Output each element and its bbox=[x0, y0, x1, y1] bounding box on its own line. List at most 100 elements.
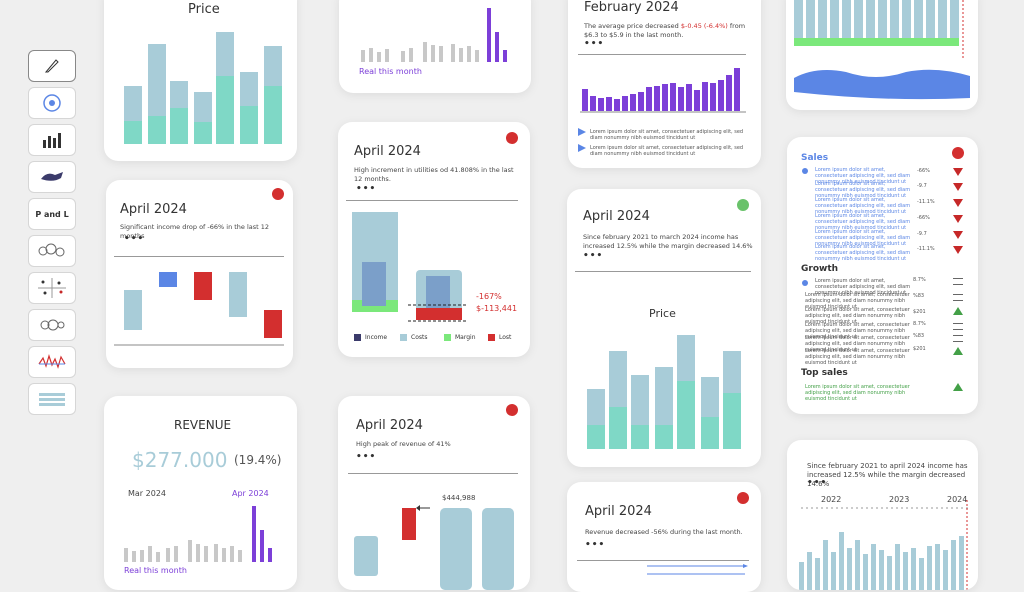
income-drop-card: April 2024 Significant income drop of -6… bbox=[106, 180, 293, 368]
table-tool-button[interactable] bbox=[28, 383, 76, 415]
globe-tool-button[interactable] bbox=[28, 87, 76, 119]
down-arrow-icon bbox=[953, 215, 963, 223]
february-lorem-1: Lorem ipsum dolor sit amet, consectetuer… bbox=[590, 129, 744, 141]
legend-swatch bbox=[400, 334, 407, 341]
legend-margin-label: Margin bbox=[455, 334, 476, 341]
peak-value: $444,988 bbox=[442, 494, 476, 502]
growth-row-2-value: %83 bbox=[913, 293, 925, 299]
growth-row-3-value: $201 bbox=[913, 309, 926, 315]
revenue-decrease-card: April 2024 Revenue decreased -56% during… bbox=[567, 482, 761, 592]
sales-row-6-label: Lorem ipsum dolor sit amet, consectetuer… bbox=[815, 244, 911, 262]
p-and-l-tool-button[interactable]: P and L bbox=[28, 198, 76, 230]
bar-2-fill bbox=[148, 116, 166, 144]
bar bbox=[590, 96, 596, 111]
utilities-pct: -167% bbox=[476, 292, 502, 301]
equal-icon bbox=[953, 335, 963, 342]
legend-swatch bbox=[354, 334, 361, 341]
revenue-decrease-chart bbox=[647, 564, 748, 575]
bar bbox=[467, 46, 471, 62]
table-icon bbox=[39, 393, 65, 406]
scatter-icon bbox=[38, 278, 66, 298]
growth-title: Growth bbox=[801, 264, 839, 274]
bar bbox=[196, 544, 200, 562]
growth-row-2-label: Lorem ipsum dolor sit amet, consectetuer… bbox=[805, 292, 910, 310]
bar bbox=[268, 548, 272, 562]
scatter-tool-button[interactable] bbox=[28, 272, 76, 304]
bar-5-fill bbox=[677, 381, 695, 449]
bubbles-tool-button[interactable] bbox=[28, 235, 76, 267]
february-title: February 2024 bbox=[584, 0, 679, 15]
revenue-decrease-text: Revenue decreased -56% during the last m… bbox=[585, 528, 743, 536]
sales-markers bbox=[802, 168, 808, 286]
whale-tool-button[interactable] bbox=[28, 161, 76, 193]
bar bbox=[718, 80, 724, 111]
margin-price-title: Price bbox=[649, 307, 676, 320]
sales-row-4-value: -66% bbox=[917, 215, 930, 221]
legend-swatch bbox=[444, 334, 451, 341]
up-arrow-icon bbox=[953, 383, 963, 391]
equal-icon bbox=[953, 278, 963, 285]
pen-tool-button[interactable] bbox=[28, 50, 76, 82]
bar bbox=[726, 75, 732, 111]
spike-chart-tool-button[interactable] bbox=[28, 346, 76, 378]
utilities-chart bbox=[352, 212, 466, 322]
top-sales-row-label: Lorem ipsum dolor sit amet, consectetuer… bbox=[805, 384, 910, 402]
bar bbox=[214, 544, 218, 562]
february-more-button[interactable]: ••• bbox=[584, 39, 605, 49]
growth-row-6-label: Lorem ipsum dolor sit amet, consectetuer… bbox=[805, 348, 910, 366]
bar bbox=[646, 87, 652, 111]
peak-more-button[interactable]: ••• bbox=[356, 452, 377, 462]
sales-row-3-value: -11.1% bbox=[917, 199, 935, 205]
income-drop-more-button[interactable]: ••• bbox=[124, 234, 145, 244]
status-dot-red bbox=[952, 147, 964, 159]
wave-area bbox=[794, 69, 970, 100]
equal-icon bbox=[953, 323, 963, 330]
p-and-l-label: P and L bbox=[35, 209, 69, 219]
february-text-after: from $6.3 to $5.9 in the last month. bbox=[584, 22, 746, 39]
bar-chart-tool-button[interactable] bbox=[28, 124, 76, 156]
bar bbox=[369, 48, 373, 62]
legend-margin: Margin bbox=[444, 334, 476, 341]
revenue-value: $277.000 bbox=[132, 448, 228, 472]
margin-more-button[interactable]: ••• bbox=[583, 251, 604, 261]
sales-row-6-value: -11.1% bbox=[917, 246, 935, 252]
utilities-text: High increment in utilities od 41.808% i… bbox=[354, 166, 514, 183]
real-this-month-link[interactable]: Real this month bbox=[359, 67, 422, 76]
circles-tool-button[interactable] bbox=[28, 309, 76, 341]
bar-3-fill bbox=[631, 425, 649, 449]
bar bbox=[124, 290, 142, 330]
bar bbox=[439, 46, 443, 62]
bar bbox=[222, 548, 226, 562]
wave-chart bbox=[794, 0, 970, 100]
bar bbox=[487, 8, 491, 62]
down-arrow-icon bbox=[953, 231, 963, 239]
february-chart bbox=[578, 68, 746, 152]
status-dot-red bbox=[506, 132, 518, 144]
income-drop-title: April 2024 bbox=[120, 202, 187, 217]
february-highlight: $-0.45 (-6.4%) bbox=[680, 22, 728, 30]
growth-row-3-label: Lorem ipsum dolor sit amet, consectetuer… bbox=[805, 307, 910, 325]
revenue-decrease-more-button[interactable]: ••• bbox=[585, 540, 606, 550]
margin-card: April 2024 Since february 2021 to march … bbox=[567, 189, 761, 467]
bar bbox=[423, 42, 427, 62]
bar bbox=[503, 50, 507, 62]
revenue-real-link[interactable]: Real this month bbox=[124, 566, 187, 575]
utilities-more-button[interactable]: ••• bbox=[356, 184, 377, 194]
bar bbox=[482, 508, 514, 590]
bar bbox=[229, 272, 247, 317]
peak-divider bbox=[348, 473, 518, 474]
top-sales-title: Top sales bbox=[801, 368, 848, 378]
utilities-title: April 2024 bbox=[354, 144, 421, 159]
play-icon bbox=[578, 144, 586, 152]
february-text-before: The average price decreased bbox=[584, 22, 681, 30]
revenue-card: REVENUE $277.000 (19.4%) Mar 2024 Apr 20… bbox=[104, 396, 297, 590]
price-title: Price bbox=[188, 2, 220, 17]
since-feb-more-button[interactable]: ••• bbox=[807, 478, 828, 488]
bar bbox=[361, 50, 365, 62]
margin-title: April 2024 bbox=[583, 209, 650, 224]
sales-row-1-value: -66% bbox=[917, 168, 930, 174]
growth-row-4-value: 8.7% bbox=[913, 321, 926, 327]
sales-row-5-value: -9.7 bbox=[917, 231, 927, 237]
status-dot-red bbox=[737, 492, 749, 504]
status-dot-red bbox=[272, 188, 284, 200]
